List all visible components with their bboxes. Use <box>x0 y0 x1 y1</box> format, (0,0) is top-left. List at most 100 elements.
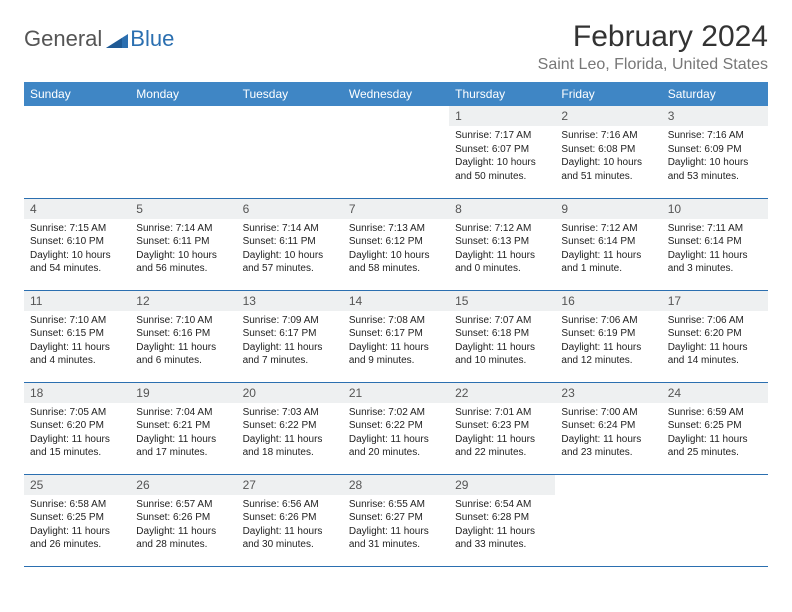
day-number: 10 <box>662 199 768 219</box>
daylight-line-2: and 0 minutes. <box>455 262 549 276</box>
sunrise-line: Sunrise: 7:16 AM <box>561 129 655 143</box>
sunset-line: Sunset: 6:19 PM <box>561 327 655 341</box>
day-cell: 17Sunrise: 7:06 AMSunset: 6:20 PMDayligh… <box>662 290 768 382</box>
day-number: 23 <box>555 383 661 403</box>
week-row: 1Sunrise: 7:17 AMSunset: 6:07 PMDaylight… <box>24 106 768 198</box>
sunset-line: Sunset: 6:07 PM <box>455 143 549 157</box>
daylight-line-1: Daylight: 10 hours <box>136 249 230 263</box>
logo-triangle-icon <box>106 30 128 48</box>
day-cell: 26Sunrise: 6:57 AMSunset: 6:26 PMDayligh… <box>130 474 236 566</box>
daylight-line-2: and 9 minutes. <box>349 354 443 368</box>
daylight-line-2: and 15 minutes. <box>30 446 124 460</box>
sunset-line: Sunset: 6:11 PM <box>243 235 337 249</box>
sunset-line: Sunset: 6:23 PM <box>455 419 549 433</box>
day-number: 9 <box>555 199 661 219</box>
day-number: 25 <box>24 475 130 495</box>
sunrise-line: Sunrise: 7:08 AM <box>349 314 443 328</box>
daylight-line-1: Daylight: 11 hours <box>30 525 124 539</box>
day-cell: 3Sunrise: 7:16 AMSunset: 6:09 PMDaylight… <box>662 106 768 198</box>
day-cell: 25Sunrise: 6:58 AMSunset: 6:25 PMDayligh… <box>24 474 130 566</box>
day-number: 28 <box>343 475 449 495</box>
daylight-line-2: and 50 minutes. <box>455 170 549 184</box>
day-info: Sunrise: 7:10 AMSunset: 6:16 PMDaylight:… <box>130 311 236 374</box>
day-cell: 1Sunrise: 7:17 AMSunset: 6:07 PMDaylight… <box>449 106 555 198</box>
sunrise-line: Sunrise: 6:59 AM <box>668 406 762 420</box>
sunset-line: Sunset: 6:18 PM <box>455 327 549 341</box>
sunset-line: Sunset: 6:11 PM <box>136 235 230 249</box>
sunset-line: Sunset: 6:22 PM <box>243 419 337 433</box>
day-number: 27 <box>237 475 343 495</box>
sunrise-line: Sunrise: 7:16 AM <box>668 129 762 143</box>
sunrise-line: Sunrise: 6:57 AM <box>136 498 230 512</box>
calendar-table: SundayMondayTuesdayWednesdayThursdayFrid… <box>24 82 768 567</box>
daylight-line-1: Daylight: 11 hours <box>349 525 443 539</box>
day-cell: 16Sunrise: 7:06 AMSunset: 6:19 PMDayligh… <box>555 290 661 382</box>
sunset-line: Sunset: 6:26 PM <box>136 511 230 525</box>
day-number: 14 <box>343 291 449 311</box>
day-number: 18 <box>24 383 130 403</box>
daylight-line-2: and 3 minutes. <box>668 262 762 276</box>
daylight-line-1: Daylight: 11 hours <box>243 525 337 539</box>
day-cell: 24Sunrise: 6:59 AMSunset: 6:25 PMDayligh… <box>662 382 768 474</box>
day-number: 22 <box>449 383 555 403</box>
day-header: Monday <box>130 82 236 106</box>
day-cell: 12Sunrise: 7:10 AMSunset: 6:16 PMDayligh… <box>130 290 236 382</box>
sunrise-line: Sunrise: 7:13 AM <box>349 222 443 236</box>
day-cell <box>237 106 343 198</box>
day-info: Sunrise: 7:12 AMSunset: 6:13 PMDaylight:… <box>449 219 555 282</box>
sunset-line: Sunset: 6:21 PM <box>136 419 230 433</box>
sunrise-line: Sunrise: 7:15 AM <box>30 222 124 236</box>
sunrise-line: Sunrise: 7:12 AM <box>455 222 549 236</box>
day-info: Sunrise: 7:11 AMSunset: 6:14 PMDaylight:… <box>662 219 768 282</box>
sunrise-line: Sunrise: 7:14 AM <box>136 222 230 236</box>
daylight-line-2: and 4 minutes. <box>30 354 124 368</box>
week-row: 25Sunrise: 6:58 AMSunset: 6:25 PMDayligh… <box>24 474 768 566</box>
sunrise-line: Sunrise: 7:11 AM <box>668 222 762 236</box>
sunrise-line: Sunrise: 6:54 AM <box>455 498 549 512</box>
sunrise-line: Sunrise: 7:03 AM <box>243 406 337 420</box>
daylight-line-2: and 26 minutes. <box>30 538 124 552</box>
day-cell: 2Sunrise: 7:16 AMSunset: 6:08 PMDaylight… <box>555 106 661 198</box>
week-row: 18Sunrise: 7:05 AMSunset: 6:20 PMDayligh… <box>24 382 768 474</box>
day-info: Sunrise: 7:10 AMSunset: 6:15 PMDaylight:… <box>24 311 130 374</box>
sunset-line: Sunset: 6:17 PM <box>349 327 443 341</box>
daylight-line-1: Daylight: 10 hours <box>243 249 337 263</box>
calendar-body: 1Sunrise: 7:17 AMSunset: 6:07 PMDaylight… <box>24 106 768 566</box>
day-cell: 10Sunrise: 7:11 AMSunset: 6:14 PMDayligh… <box>662 198 768 290</box>
daylight-line-2: and 7 minutes. <box>243 354 337 368</box>
sunrise-line: Sunrise: 7:10 AM <box>136 314 230 328</box>
sunset-line: Sunset: 6:15 PM <box>30 327 124 341</box>
day-info: Sunrise: 7:01 AMSunset: 6:23 PMDaylight:… <box>449 403 555 466</box>
day-header: Saturday <box>662 82 768 106</box>
day-info: Sunrise: 7:02 AMSunset: 6:22 PMDaylight:… <box>343 403 449 466</box>
daylight-line-1: Daylight: 11 hours <box>561 249 655 263</box>
month-title: February 2024 <box>538 20 768 54</box>
daylight-line-2: and 53 minutes. <box>668 170 762 184</box>
day-cell: 29Sunrise: 6:54 AMSunset: 6:28 PMDayligh… <box>449 474 555 566</box>
day-number: 3 <box>662 106 768 126</box>
daylight-line-1: Daylight: 10 hours <box>30 249 124 263</box>
day-number: 12 <box>130 291 236 311</box>
daylight-line-1: Daylight: 10 hours <box>668 156 762 170</box>
sunrise-line: Sunrise: 7:12 AM <box>561 222 655 236</box>
daylight-line-2: and 10 minutes. <box>455 354 549 368</box>
daylight-line-2: and 57 minutes. <box>243 262 337 276</box>
week-row: 11Sunrise: 7:10 AMSunset: 6:15 PMDayligh… <box>24 290 768 382</box>
day-number: 15 <box>449 291 555 311</box>
daylight-line-2: and 17 minutes. <box>136 446 230 460</box>
day-header: Wednesday <box>343 82 449 106</box>
daylight-line-1: Daylight: 11 hours <box>136 525 230 539</box>
daylight-line-2: and 30 minutes. <box>243 538 337 552</box>
day-number: 21 <box>343 383 449 403</box>
daylight-line-1: Daylight: 11 hours <box>668 341 762 355</box>
day-info: Sunrise: 7:06 AMSunset: 6:19 PMDaylight:… <box>555 311 661 374</box>
day-info: Sunrise: 6:55 AMSunset: 6:27 PMDaylight:… <box>343 495 449 558</box>
sunrise-line: Sunrise: 7:01 AM <box>455 406 549 420</box>
day-info: Sunrise: 7:00 AMSunset: 6:24 PMDaylight:… <box>555 403 661 466</box>
sunrise-line: Sunrise: 7:14 AM <box>243 222 337 236</box>
day-cell: 6Sunrise: 7:14 AMSunset: 6:11 PMDaylight… <box>237 198 343 290</box>
sunset-line: Sunset: 6:14 PM <box>561 235 655 249</box>
day-cell: 18Sunrise: 7:05 AMSunset: 6:20 PMDayligh… <box>24 382 130 474</box>
sunrise-line: Sunrise: 7:09 AM <box>243 314 337 328</box>
day-cell: 28Sunrise: 6:55 AMSunset: 6:27 PMDayligh… <box>343 474 449 566</box>
